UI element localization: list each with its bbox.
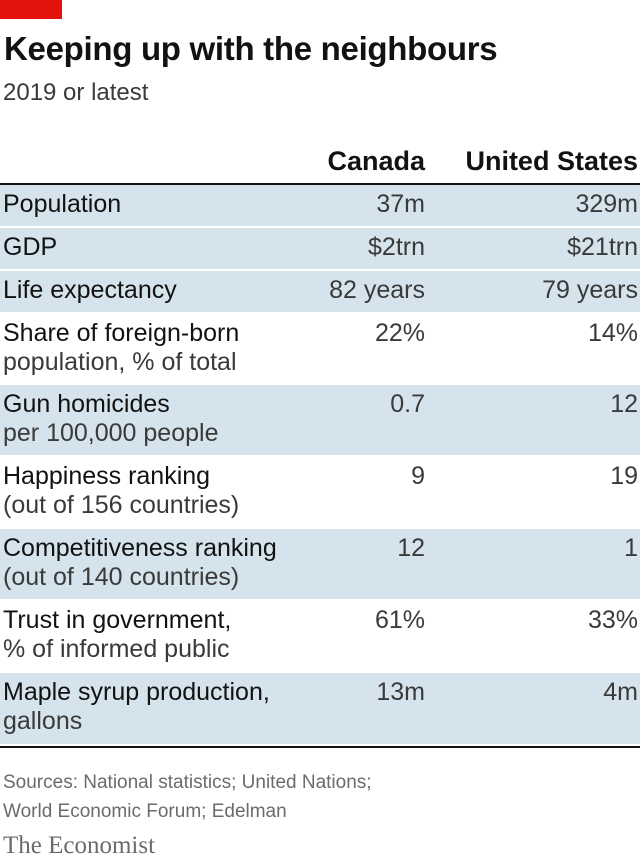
table-row: Share of foreign-born population, % of to…	[0, 314, 640, 385]
bottom-rule	[0, 746, 640, 748]
value-canada: $2trn	[368, 233, 425, 261]
value-canada: 9	[411, 462, 425, 490]
row-label-sub: gallons	[3, 707, 83, 735]
table-row: Happiness ranking (out of 156 countries) 9…	[0, 457, 640, 529]
row-label-sub: % of informed public	[3, 635, 230, 663]
economist-logo: The Economist	[3, 832, 156, 859]
value-united-states: $21trn	[567, 233, 638, 261]
table-header: Canada United States	[0, 140, 640, 184]
value-canada: 12	[397, 534, 425, 562]
value-canada: 82 years	[329, 276, 425, 304]
table-row: Trust in government,% of informed public…	[0, 601, 640, 673]
value-canada: 61%	[374, 606, 425, 634]
value-united-states: 12	[610, 390, 638, 418]
row-label: Share of foreign-born population, % of to…	[3, 319, 239, 377]
column-header-united-states: United States	[465, 146, 638, 176]
table-row: Population 37m 329m	[0, 185, 640, 228]
row-label-main: Population	[3, 190, 122, 218]
row-label-main: Gun homicides	[3, 390, 170, 418]
table-row: Maple syrup production, gallons 13m 4m	[0, 673, 640, 746]
comparison-table: Population 37m 329m GDP $2trn $21trn Life expe…	[0, 185, 640, 746]
column-header-canada: Canada	[327, 146, 425, 176]
row-label: Maple syrup production, gallons	[3, 678, 270, 736]
chart-title: Keeping up with the neighbours	[4, 30, 498, 67]
row-label: Trust in government,% of informed public	[3, 606, 231, 664]
value-canada: 13m	[376, 678, 425, 706]
table-row: GDP $2trn $21trn	[0, 228, 640, 271]
row-label: Happiness ranking (out of 156 countries)	[3, 462, 239, 520]
row-label-sub: population, % of total	[3, 348, 237, 376]
header-rule	[0, 183, 640, 185]
row-label: GDP	[3, 233, 57, 262]
value-canada: 37m	[376, 190, 425, 218]
row-label: Gun homicides per 100,000 people	[3, 390, 218, 448]
row-label-sub: (out of 140 countries)	[3, 563, 240, 591]
row-label-main: Happiness ranking	[3, 462, 211, 490]
value-united-states: 14%	[587, 319, 638, 347]
value-united-states: 19	[610, 462, 638, 490]
value-canada: 22%	[374, 319, 425, 347]
value-united-states: 329m	[575, 190, 638, 218]
row-label: Population	[3, 190, 121, 219]
row-label: Life expectancy	[3, 276, 177, 305]
sources-line-1: Sources: National statistics; United Nat…	[3, 772, 372, 793]
value-canada: 0.7	[390, 390, 425, 418]
table-row: Competitiveness ranking (out of 140 count…	[0, 529, 640, 601]
row-label: Competitiveness ranking (out of 140 count…	[3, 534, 277, 592]
chart-subtitle: 2019 or latest	[3, 79, 149, 106]
value-united-states: 4m	[603, 678, 638, 706]
row-label-sub: per 100,000 people	[3, 419, 219, 447]
table-row: Gun homicides per 100,000 people 0.7 12	[0, 385, 640, 457]
value-united-states: 1	[624, 534, 638, 562]
row-label-sub: (out of 156 countries)	[3, 491, 240, 519]
table-row: Life expectancy 82 years 79 years	[0, 271, 640, 314]
row-label-main: Trust in government,	[3, 606, 232, 634]
sources-line-2: World Economic Forum; Edelman	[3, 801, 287, 822]
row-label-main: Share of foreign-born	[3, 319, 240, 347]
row-label-main: GDP	[3, 233, 58, 261]
row-label-main: Maple syrup production,	[3, 678, 270, 706]
sources-note: Sources: National statistics; United Nat…	[3, 768, 372, 826]
brand-red-tag	[0, 0, 62, 19]
value-united-states: 33%	[587, 606, 638, 634]
row-label-main: Life expectancy	[3, 276, 177, 304]
value-united-states: 79 years	[542, 276, 638, 304]
row-label-main: Competitiveness ranking	[3, 534, 277, 562]
